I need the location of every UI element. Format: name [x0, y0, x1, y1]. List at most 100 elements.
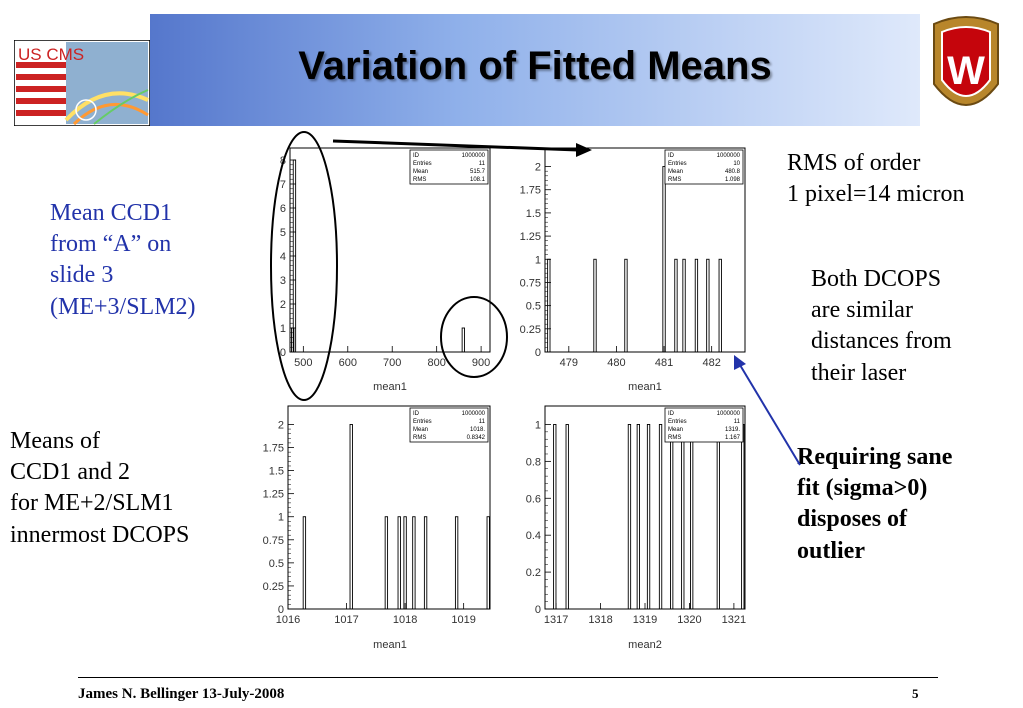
- y-tick-label: 0.25: [263, 581, 284, 593]
- histogram-bar: [658, 424, 663, 610]
- blue-pointer-head: [734, 355, 746, 370]
- x-tick-label: 800: [427, 357, 445, 369]
- x-tick-label: 1321: [722, 614, 746, 626]
- y-tick-label: 0.5: [526, 301, 541, 313]
- both-dcops-line: their laser: [811, 359, 907, 386]
- means-of-line: CCD1 and 2: [10, 459, 130, 486]
- arrow-head: [576, 143, 592, 157]
- stats-value: 1000000: [462, 411, 486, 417]
- y-tick-label: 0: [278, 604, 284, 616]
- both-dcops-line: Both DCOPS: [811, 266, 942, 292]
- stats-key: RMS: [668, 435, 681, 441]
- y-tick-label: 3: [280, 275, 286, 287]
- histogram-bar: [565, 424, 569, 610]
- histogram-bar: [292, 159, 297, 353]
- title-band: [150, 14, 920, 126]
- stats-value: 515.7: [470, 169, 486, 175]
- stats-key: Mean: [413, 427, 428, 433]
- stats-value: 11: [734, 419, 741, 425]
- stats-key: Entries: [668, 419, 687, 425]
- y-tick-label: 1.5: [269, 466, 284, 478]
- histogram-bar: [682, 258, 686, 353]
- arrow-line: [332, 139, 579, 152]
- y-tick-label: 6: [280, 203, 286, 215]
- y-tick-label: 1.25: [263, 489, 284, 501]
- stats-key: Entries: [413, 161, 432, 167]
- y-tick-label: 1: [535, 419, 541, 431]
- histogram-bar: [423, 516, 428, 610]
- stats-value: 11: [479, 161, 486, 167]
- y-tick-label: 0.75: [263, 535, 284, 547]
- x-tick-label: 1320: [677, 614, 701, 626]
- y-tick-label: 0: [280, 347, 286, 359]
- histogram-bar: [461, 327, 465, 353]
- requiring-line: outlier: [797, 537, 865, 564]
- y-tick-label: 1: [280, 323, 286, 335]
- y-tick-label: 0.25: [520, 324, 541, 336]
- x-tick-label: 1017: [334, 614, 358, 626]
- mean-ccd1-line: from “A” on: [50, 231, 172, 258]
- mean-ccd1-line: Mean CCD1: [50, 200, 172, 226]
- x-tick-label: 700: [383, 357, 401, 369]
- stats-key: ID: [668, 411, 675, 417]
- stats-value: 1.098: [725, 177, 741, 183]
- means-of-line: Means of: [10, 428, 100, 454]
- x-axis-label: mean1: [373, 639, 407, 651]
- x-tick-label: 481: [655, 357, 673, 369]
- x-tick-label: 1019: [451, 614, 475, 626]
- svg-text:W: W: [947, 49, 985, 93]
- stats-box: [664, 407, 744, 443]
- y-tick-label: 1: [535, 254, 541, 266]
- y-tick-label: 0.6: [526, 493, 541, 505]
- x-axis-label: mean1: [628, 381, 662, 393]
- histogram-bar: [302, 516, 307, 610]
- stats-key: RMS: [413, 177, 426, 183]
- y-tick-label: 1.75: [520, 185, 541, 197]
- x-tick-label: 1319: [633, 614, 657, 626]
- histogram-bar: [547, 258, 551, 353]
- both-dcops-annotation: Both DCOPS are similar distances from th…: [811, 264, 952, 389]
- x-tick-label: 900: [472, 357, 490, 369]
- histogram-bar: [397, 516, 401, 610]
- y-tick-label: 1.25: [520, 231, 541, 243]
- mean-ccd1-line: slide 3: [50, 262, 114, 289]
- histogram-bar: [646, 424, 651, 610]
- stats-value: 10: [733, 161, 740, 167]
- histogram-bar: [384, 516, 389, 610]
- stats-key: ID: [668, 153, 675, 159]
- stats-key: ID: [413, 411, 420, 417]
- histogram-bar: [674, 258, 678, 353]
- x-tick-label: 1016: [276, 614, 300, 626]
- x-tick-label: 1317: [544, 614, 568, 626]
- y-tick-label: 2: [280, 299, 286, 311]
- stats-value: 480.8: [725, 169, 741, 175]
- stats-key: Entries: [413, 419, 432, 425]
- stats-key: Mean: [668, 169, 683, 175]
- stats-key: ID: [413, 153, 420, 159]
- histogram-bar: [486, 516, 490, 610]
- uw-crest-logo: W: [926, 14, 1006, 124]
- y-tick-label: 0.8: [526, 456, 541, 468]
- histogram-bar: [636, 424, 640, 610]
- stats-key: Mean: [413, 169, 428, 175]
- stats-value: 108.1: [470, 177, 486, 183]
- stats-key: RMS: [413, 435, 426, 441]
- x-tick-label: 1318: [588, 614, 612, 626]
- histogram-bar: [593, 258, 597, 353]
- stats-box: [664, 149, 744, 185]
- x-tick-label: 479: [560, 357, 578, 369]
- stats-value: 1018.: [470, 427, 485, 433]
- uscms-logo: US CMS: [13, 39, 151, 127]
- stats-value: 1.167: [725, 435, 741, 441]
- y-tick-label: 1.5: [526, 208, 541, 220]
- y-tick-label: 0.5: [269, 558, 284, 570]
- stats-value: 1319.: [725, 427, 740, 433]
- histogram-bar: [412, 516, 416, 610]
- histogram-bar: [624, 258, 628, 353]
- y-tick-label: 5: [280, 227, 286, 239]
- x-tick-label: 500: [294, 357, 312, 369]
- y-tick-label: 0: [535, 347, 541, 359]
- requiring-annotation: Requiring sane fit (sigma>0) disposes of…: [797, 442, 952, 567]
- outlier-circle: [440, 296, 508, 378]
